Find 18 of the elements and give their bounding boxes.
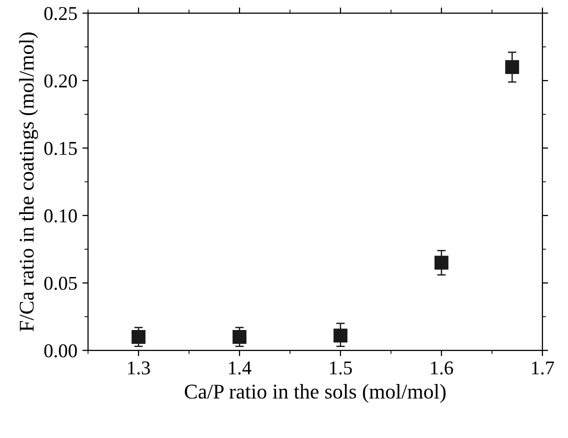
point: [434, 256, 448, 270]
point: [232, 330, 246, 344]
point: [132, 330, 146, 344]
y-tick-label: 0.05: [44, 276, 77, 290]
x-tick-label: 1.5: [330, 361, 352, 375]
x-axis-title: Ca/P ratio in the sols (mol/mol): [184, 384, 446, 403]
y-tick-label: 0.00: [44, 344, 77, 358]
y-tick-label: 0.10: [44, 209, 77, 223]
y-tick-label: 0.20: [44, 74, 77, 88]
y-axis-title: F/Ca ratio in the coatings (mol/mol): [19, 32, 38, 332]
y-tick-label: 0.15: [44, 142, 77, 156]
point: [334, 328, 348, 343]
y-tick-label: 0.25: [44, 6, 77, 20]
x-tick-label: 1.4: [229, 361, 252, 375]
x-tick-label: 1.6: [431, 361, 454, 375]
point: [505, 60, 520, 74]
x-tick-label: 1.3: [128, 361, 150, 375]
x-tick-label: 1.7: [532, 361, 554, 375]
